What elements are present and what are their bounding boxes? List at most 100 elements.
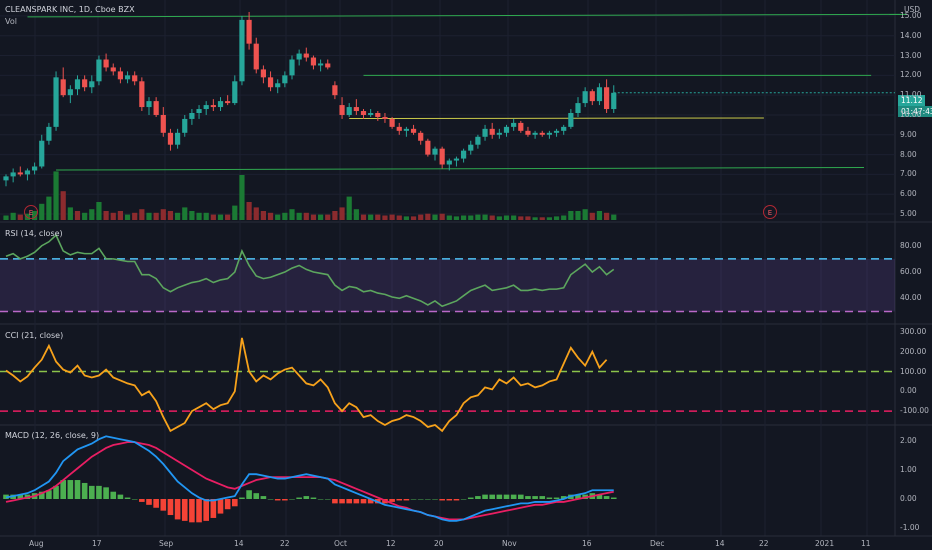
macd-histogram-bar xyxy=(525,496,531,499)
candle-body xyxy=(611,92,617,110)
macd-histogram-bar xyxy=(196,499,202,523)
candle-body xyxy=(410,128,417,133)
candle-body xyxy=(225,101,231,104)
trend-line xyxy=(56,166,865,171)
macd-histogram-bar xyxy=(260,496,267,499)
candle-body xyxy=(253,43,259,70)
axis-tick-label: 15.00 xyxy=(900,10,922,20)
volume-bar xyxy=(439,213,445,220)
volume-bar xyxy=(89,209,95,220)
candle-body xyxy=(575,103,581,113)
volume-bar xyxy=(282,212,288,220)
candle-body xyxy=(310,57,317,66)
candle-body xyxy=(74,79,81,90)
candle-body xyxy=(360,111,367,115)
macd-histogram-bar xyxy=(553,497,560,499)
macd-histogram-bar xyxy=(610,497,617,499)
candle-body xyxy=(196,109,202,113)
volume-bar xyxy=(146,212,152,220)
candle-body xyxy=(232,81,238,104)
macd-histogram-bar xyxy=(103,487,109,499)
earnings-marker[interactable]: E xyxy=(763,205,777,219)
volume-bar xyxy=(132,212,138,220)
macd-histogram-bar xyxy=(167,499,174,516)
axis-tick-label: 6.00 xyxy=(900,189,917,199)
macd-histogram-bar xyxy=(389,499,395,502)
macd-histogram-bar xyxy=(289,499,295,500)
macd-histogram-bar xyxy=(282,499,288,501)
candle-body xyxy=(325,63,331,68)
macd-histogram-bar xyxy=(17,494,24,499)
rsi-label: RSI (14, close) xyxy=(5,229,63,238)
volume-bar xyxy=(160,209,166,220)
macd-histogram-bar xyxy=(532,496,538,499)
macd-histogram-bar xyxy=(131,499,138,500)
volume-bar xyxy=(39,203,45,220)
volume-bar xyxy=(10,212,16,220)
candle-body xyxy=(275,83,281,88)
volume-bar xyxy=(46,196,52,220)
earnings-marker[interactable]: E xyxy=(24,205,38,219)
macd-signal-line xyxy=(5,441,614,521)
volume-bar xyxy=(318,214,324,220)
candle-body xyxy=(217,101,224,108)
volume-bar xyxy=(96,202,102,220)
volume-bar xyxy=(110,212,116,220)
macd-histogram-bar xyxy=(489,494,495,499)
candle-body xyxy=(267,77,274,88)
macd-histogram-bar xyxy=(453,499,460,501)
rsi-line xyxy=(5,233,615,308)
candle-body xyxy=(582,91,588,104)
candle-body xyxy=(446,160,452,165)
candle-body xyxy=(546,132,552,135)
time-axis-label: Oct xyxy=(334,539,347,548)
volume-bar xyxy=(432,214,438,220)
macd-histogram-bar xyxy=(139,499,145,502)
volume-bar xyxy=(353,209,359,220)
rsi-band xyxy=(0,258,895,312)
macd-histogram-bar xyxy=(96,485,102,499)
volume-bar xyxy=(124,214,131,220)
candle-body xyxy=(439,148,445,165)
macd-histogram-bar xyxy=(181,499,188,521)
candle-body xyxy=(296,53,302,60)
candle-body xyxy=(146,101,152,108)
volume-bar xyxy=(267,212,274,220)
volume-bar xyxy=(325,214,331,220)
candle-body xyxy=(189,113,195,119)
time-axis-label: 20 xyxy=(434,539,444,548)
volume-bar xyxy=(67,207,73,220)
axis-tick-label: 0.00 xyxy=(900,494,917,503)
macd-histogram-bar xyxy=(267,499,274,500)
candle-body xyxy=(160,114,166,133)
axis-tick-label: 60.00 xyxy=(900,267,922,277)
candle-body xyxy=(532,132,538,135)
macd-histogram-bar xyxy=(189,499,195,523)
macd-histogram-bar xyxy=(253,493,260,499)
axis-tick-label: 5.00 xyxy=(900,209,917,219)
candle-body xyxy=(418,132,424,141)
volume-bar xyxy=(360,214,367,220)
macd-histogram-bar xyxy=(296,497,302,499)
volume-bar xyxy=(225,214,231,220)
candle-body xyxy=(239,19,245,82)
time-axis-label: Nov xyxy=(502,539,517,548)
cci-label: CCI (21, close) xyxy=(5,331,64,340)
volume-bar xyxy=(403,216,409,220)
axis-tick-label: 14.00 xyxy=(900,30,922,40)
volume-bar xyxy=(496,216,502,220)
candle-body xyxy=(124,75,131,80)
trend-line xyxy=(349,117,764,120)
time-axis-label: 11 xyxy=(861,539,871,548)
volume-bar xyxy=(561,215,567,220)
axis-tick-label: -100.00 xyxy=(900,406,929,416)
volume-bar xyxy=(217,214,224,220)
time-axis-label: 17 xyxy=(92,539,102,548)
volume-bar xyxy=(382,215,388,220)
volume-bar xyxy=(3,215,9,220)
volume-bar xyxy=(546,217,552,220)
candle-body xyxy=(346,107,352,115)
volume-bar xyxy=(196,212,202,220)
